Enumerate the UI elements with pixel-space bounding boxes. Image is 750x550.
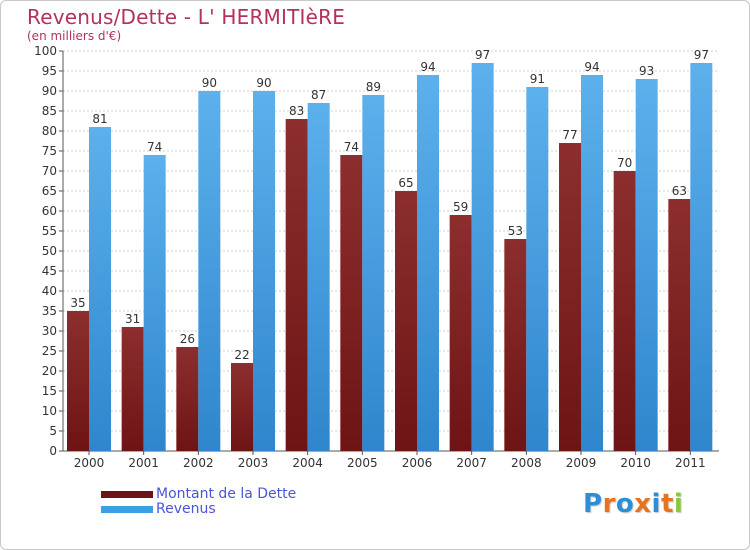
y-tick-label: 30 <box>42 324 57 338</box>
chart-title: Revenus/Dette - L' HERMITIèRE <box>27 5 346 29</box>
data-label-debt: 59 <box>453 200 468 214</box>
x-tick-label: 2003 <box>238 456 269 470</box>
bar-debt <box>176 347 199 451</box>
x-tick-label: 2005 <box>347 456 378 470</box>
x-tick-label: 2001 <box>128 456 159 470</box>
y-tick-label: 15 <box>42 384 57 398</box>
bar-debt <box>67 311 89 451</box>
x-tick-label: 2002 <box>183 456 214 470</box>
data-label-debt: 26 <box>180 332 195 346</box>
chart-subtitle: (en milliers d'€) <box>27 29 122 43</box>
bar-revenue <box>417 75 439 451</box>
legend-label-debt: Montant de la Dette <box>156 486 297 502</box>
y-tick-label: 80 <box>42 124 57 138</box>
x-tick-label: 2009 <box>566 456 597 470</box>
data-label-revenue: 94 <box>584 60 599 74</box>
data-label-debt: 53 <box>508 224 523 238</box>
data-label-revenue: 94 <box>420 60 435 74</box>
y-tick-label: 60 <box>42 204 57 218</box>
y-tick-label: 10 <box>42 404 57 418</box>
bar-revenue <box>198 91 221 451</box>
data-label-debt: 63 <box>672 184 687 198</box>
bar-debt <box>559 143 581 451</box>
data-label-revenue: 74 <box>147 140 162 154</box>
y-tick-label: 40 <box>42 284 57 298</box>
logo-letter: x <box>634 489 652 519</box>
y-tick-label: 25 <box>42 344 57 358</box>
y-tick-label: 75 <box>42 144 57 158</box>
data-label-debt: 22 <box>234 348 249 362</box>
x-tick-label: 2011 <box>675 456 706 470</box>
y-tick-label: 0 <box>49 444 57 458</box>
bar-debt <box>449 215 472 451</box>
x-tick-label: 2010 <box>620 456 651 470</box>
logo-letter: r <box>602 489 616 519</box>
y-tick-label: 50 <box>42 244 57 258</box>
legend-swatch-debt <box>101 491 153 498</box>
data-label-revenue: 87 <box>311 88 326 102</box>
bar-revenue <box>526 87 549 451</box>
data-label-revenue: 91 <box>530 72 545 86</box>
bar-debt <box>340 155 363 451</box>
data-label-debt: 35 <box>70 296 85 310</box>
data-label-revenue: 89 <box>366 80 381 94</box>
data-label-debt: 70 <box>617 156 632 170</box>
data-label-debt: 31 <box>125 312 140 326</box>
y-tick-label: 85 <box>42 104 57 118</box>
x-tick-label: 2000 <box>74 456 105 470</box>
legend-swatch-revenue <box>101 506 153 513</box>
x-tick-label: 2006 <box>402 456 433 470</box>
data-label-revenue: 90 <box>202 76 217 90</box>
y-tick-label: 55 <box>42 224 57 238</box>
x-tick-label: 2004 <box>292 456 323 470</box>
bar-revenue <box>471 63 494 451</box>
data-label-revenue: 97 <box>694 48 709 62</box>
bar-revenue <box>581 75 603 451</box>
bar-debt <box>121 327 144 451</box>
logo-letter: i <box>673 489 684 519</box>
bar-revenue <box>143 155 166 451</box>
y-tick-label: 35 <box>42 304 57 318</box>
bar-debt <box>613 171 636 451</box>
bar-debt <box>285 119 308 451</box>
y-tick-label: 90 <box>42 84 57 98</box>
y-tick-label: 70 <box>42 164 57 178</box>
data-label-debt: 83 <box>289 104 304 118</box>
x-tick-label: 2007 <box>456 456 487 470</box>
bar-debt <box>231 363 253 451</box>
bar-revenue <box>362 95 385 451</box>
logo-letter: o <box>615 489 635 519</box>
y-tick-label: 95 <box>42 64 57 78</box>
data-label-debt: 65 <box>398 176 413 190</box>
y-tick-label: 45 <box>42 264 57 278</box>
y-tick-label: 20 <box>42 364 57 378</box>
bar-revenue <box>89 127 111 451</box>
data-label-revenue: 97 <box>475 48 490 62</box>
y-tick-label: 65 <box>42 184 57 198</box>
data-label-revenue: 93 <box>639 64 654 78</box>
bar-debt <box>504 239 527 451</box>
data-label-revenue: 90 <box>256 76 271 90</box>
y-tick-label: 100 <box>34 44 57 58</box>
bar-debt <box>395 191 417 451</box>
bar-revenue <box>635 79 658 451</box>
legend-label-revenue: Revenus <box>156 501 216 517</box>
logo-letter: P <box>583 489 603 519</box>
logo-letter: t <box>660 489 674 519</box>
logo-letter: i <box>651 489 661 519</box>
bar-revenue <box>253 91 275 451</box>
bar-revenue <box>307 103 330 451</box>
y-tick-label: 5 <box>49 424 57 438</box>
data-label-debt: 77 <box>562 128 577 142</box>
data-label-revenue: 81 <box>92 112 107 126</box>
x-tick-label: 2008 <box>511 456 542 470</box>
bar-debt <box>668 199 691 451</box>
bar-revenue <box>690 63 713 451</box>
proxiti-logo: Proxiti <box>583 489 683 519</box>
data-label-debt: 74 <box>344 140 359 154</box>
